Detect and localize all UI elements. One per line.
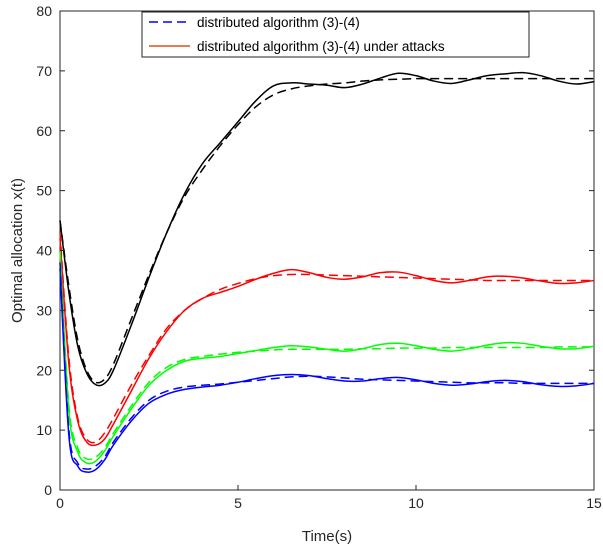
plot-frame [59,10,595,491]
x-axis-label: Time(s) [302,528,352,545]
y-tick-label: 70 [36,63,52,79]
series-line-red-solid [59,238,595,447]
y-tick-label: 40 [36,243,52,259]
x-tick-label: 15 [586,495,602,511]
ticks-layer: 0 5 10 15 0 10 20 30 40 50 60 70 80 [36,3,602,511]
series-layer [59,71,595,473]
plot-area: 0 5 10 15 0 10 20 30 40 50 60 70 80 [36,3,602,511]
y-tick-label: 0 [44,482,52,498]
y-tick-label: 10 [36,422,52,438]
series-line-green-dashed [59,250,594,461]
y-tick-label: 50 [36,183,52,199]
legend-entry-solid: distributed algorithm (3)-(4) under atta… [197,39,445,54]
legend-entry-dashed: distributed algorithm (3)-(4) [197,15,360,30]
y-axis-label: Optimal allocation x(t) [9,178,26,323]
series-line-blue-solid [59,268,595,473]
series-line-black-solid [59,71,595,387]
series-line-black-dashed [59,77,594,384]
series-line-red-dashed [59,232,594,444]
x-tick-label: 10 [408,495,424,511]
legend-box [141,11,530,58]
y-tick-label: 80 [36,3,52,19]
series-line-green-solid [59,250,595,465]
x-tick-label: 5 [234,495,242,511]
y-tick-label: 20 [36,362,52,378]
legend: distributed algorithm (3)-(4) distribute… [141,11,530,58]
y-tick-label: 30 [36,302,52,318]
x-tick-label: 0 [56,495,64,511]
y-tick-label: 60 [36,123,52,139]
